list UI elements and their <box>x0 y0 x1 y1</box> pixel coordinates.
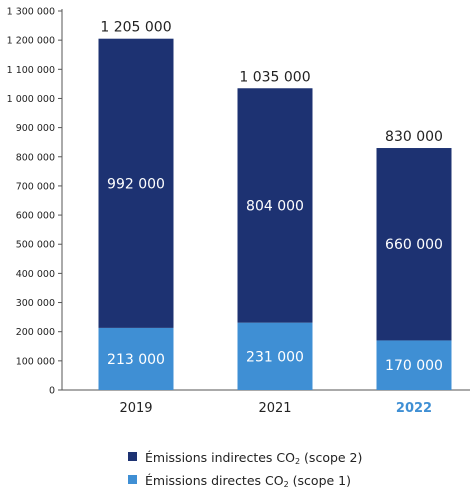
legend-item-direct: Émissions directes CO2 (scope 1) <box>128 473 468 493</box>
bar-segment-indirect <box>237 88 313 323</box>
legend-swatch-direct <box>128 475 137 484</box>
y-tick-label: 600 000 <box>16 211 55 222</box>
y-tick-label: 0 <box>49 386 55 397</box>
bar-segment-direct <box>237 322 313 390</box>
y-tick-label: 800 000 <box>16 152 55 163</box>
y-tick-label: 400 000 <box>16 269 55 280</box>
legend-label-direct: Émissions directes CO2 (scope 1) <box>145 473 351 489</box>
y-tick-label: 1 200 000 <box>7 36 55 47</box>
legend-swatch-indirect <box>128 452 137 461</box>
bar-segment-indirect <box>376 148 452 341</box>
y-tick-label: 500 000 <box>16 240 55 251</box>
bar-total-label: 1 205 000 <box>100 20 171 36</box>
x-tick-label: 2019 <box>119 401 152 416</box>
bar-label-indirect: 992 000 <box>107 176 165 192</box>
bar-label-direct: 170 000 <box>385 358 443 374</box>
bar-label-direct: 231 000 <box>246 349 304 365</box>
y-tick-label: 100 000 <box>16 356 55 367</box>
bar-label-indirect: 804 000 <box>246 198 304 214</box>
y-tick-label: 1 000 000 <box>7 94 55 105</box>
bar-segment-indirect <box>98 38 174 328</box>
y-tick-label: 300 000 <box>16 298 55 309</box>
y-tick-label: 700 000 <box>16 181 55 192</box>
stacked-bar-chart: 0 100 000 200 000 300 000 400 000 500 000 600 … <box>7 7 470 416</box>
bar-label-direct: 213 000 <box>107 352 165 368</box>
bar-total-label: 830 000 <box>385 129 443 145</box>
legend-label-indirect: Émissions indirectes CO2 (scope 2) <box>145 450 363 466</box>
bar-segment-direct <box>98 327 174 390</box>
y-tick-label: 1 300 000 <box>7 7 55 18</box>
legend-item-indirect: Émissions indirectes CO2 (scope 2) <box>128 450 468 470</box>
y-tick-label: 200 000 <box>16 327 55 338</box>
x-tick-label: 2022 <box>396 401 432 416</box>
y-tick-label: 1 100 000 <box>7 65 55 76</box>
bar-segment-direct <box>376 340 452 390</box>
bar-label-indirect: 660 000 <box>385 237 443 253</box>
y-tick-label: 900 000 <box>16 123 55 134</box>
bar-total-label: 1 035 000 <box>239 69 310 85</box>
x-tick-label: 2021 <box>258 401 291 416</box>
